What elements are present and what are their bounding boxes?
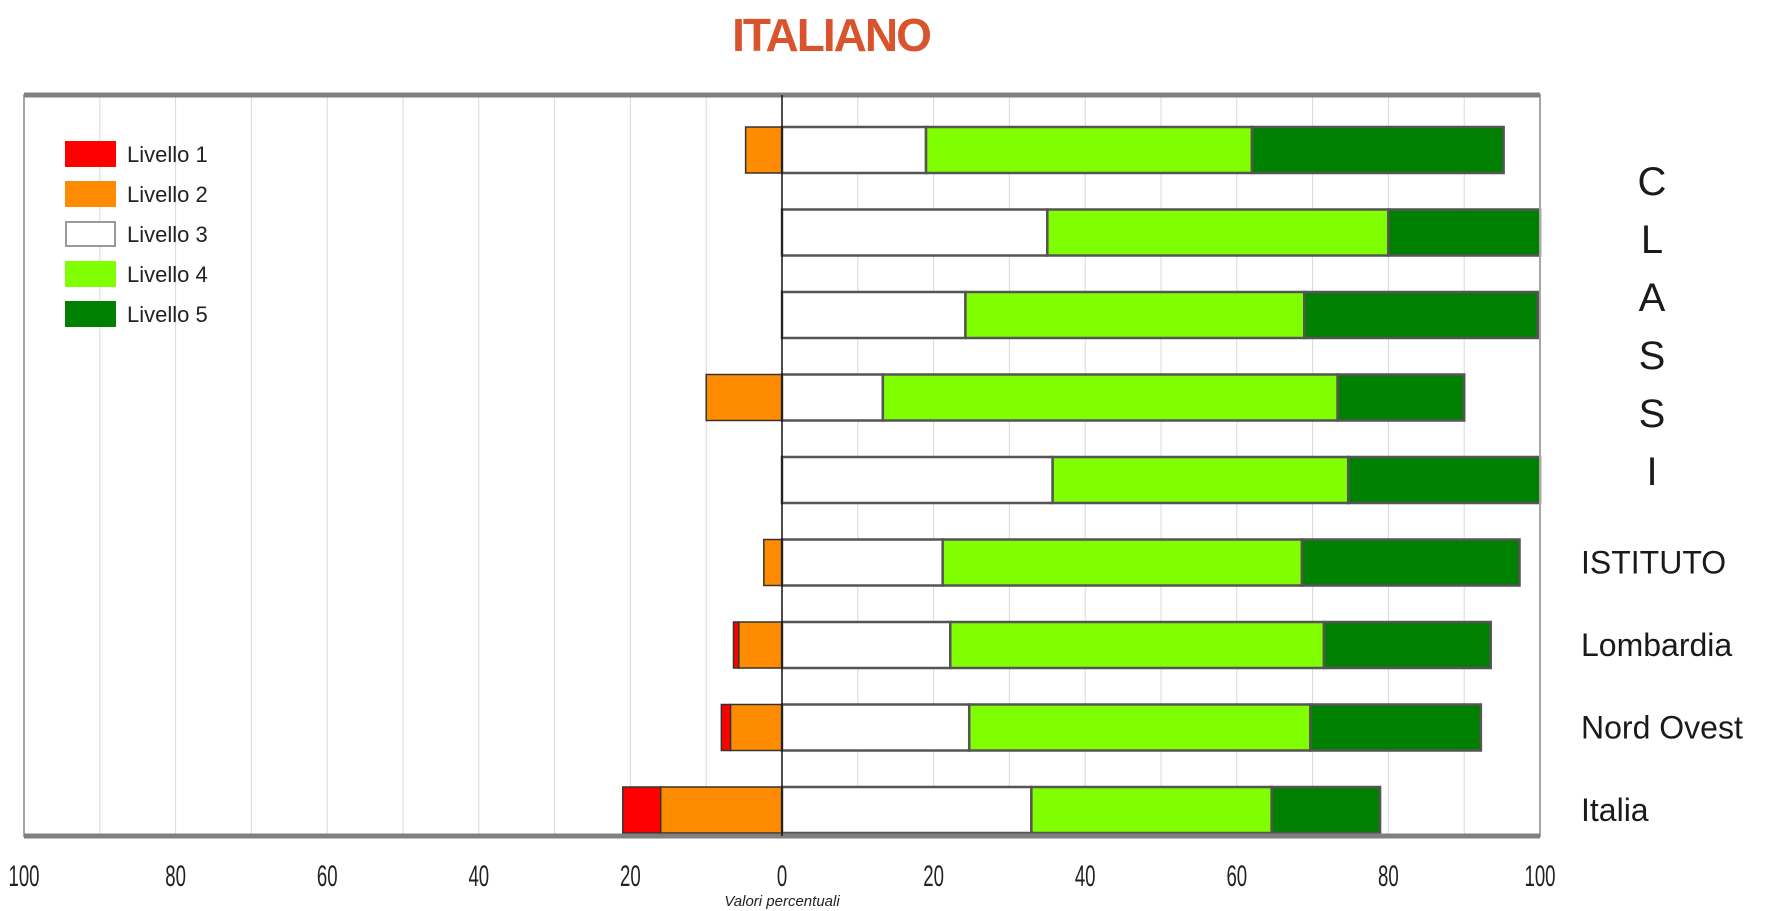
bar-segment-livello-3 xyxy=(780,373,885,422)
x-tick-label: 40 xyxy=(468,860,489,894)
bar-segment-livello-1 xyxy=(622,786,662,834)
category-label: Lombardia xyxy=(1581,627,1732,663)
bar-segment-livello-2 xyxy=(659,786,783,834)
bar-segment-livello-5 xyxy=(1322,620,1492,670)
legend-swatch xyxy=(65,181,116,207)
bar-segment-livello-4 xyxy=(964,290,1306,340)
x-tick-label: 80 xyxy=(1378,860,1399,894)
bar-segment-livello-4 xyxy=(1051,455,1350,505)
legend-label: Livello 2 xyxy=(127,182,208,207)
bar-segment-livello-4 xyxy=(941,538,1304,587)
bar-segment-livello-5 xyxy=(1250,125,1505,175)
plot-frame xyxy=(23,92,1541,839)
legend-label: Livello 3 xyxy=(127,222,208,247)
legend-swatch xyxy=(65,261,116,287)
bar-segment-livello-3 xyxy=(780,208,1049,257)
group-label-letter: L xyxy=(1641,218,1663,262)
category-label: Nord Ovest xyxy=(1581,710,1743,746)
bar-segment-livello-2 xyxy=(738,621,783,669)
x-tick-label: 0 xyxy=(777,860,787,894)
x-tick-label: 60 xyxy=(1226,860,1247,894)
bar-segment-livello-5 xyxy=(1309,703,1483,752)
legend-swatch xyxy=(65,221,116,247)
x-tick-label: 20 xyxy=(923,860,944,894)
chart-title: ITALIANO xyxy=(732,9,932,61)
bar-segment-livello-4 xyxy=(924,125,1254,175)
bar-segment-livello-2 xyxy=(744,126,783,174)
x-tick-label: 40 xyxy=(1075,860,1096,894)
bar-segment-livello-5 xyxy=(1336,373,1466,422)
bar-segment-livello-2 xyxy=(763,538,783,587)
group-label-letter: I xyxy=(1646,450,1657,494)
bar-segment-livello-4 xyxy=(967,703,1312,752)
bar-segment-livello-5 xyxy=(1346,455,1542,505)
category-labels: ISTITUTO Lombardia Nord Ovest Italia xyxy=(1581,545,1743,829)
bar-segment-livello-5 xyxy=(1303,290,1539,340)
bar-segment-livello-4 xyxy=(881,373,1339,422)
bar-segment-livello-3 xyxy=(780,703,971,752)
bar-segment-livello-3 xyxy=(780,125,928,175)
x-tick-label: 100 xyxy=(8,860,39,894)
bar-segment-livello-2 xyxy=(729,703,783,752)
bar-segment-livello-1 xyxy=(720,703,732,752)
legend-swatch xyxy=(65,301,116,327)
x-tick-label: 100 xyxy=(1524,860,1555,894)
bar-segment-livello-4 xyxy=(1046,208,1390,257)
legend: Livello 1 Livello 2 Livello 3 Livello 4 Live… xyxy=(65,141,208,327)
legend-label: Livello 5 xyxy=(127,302,208,327)
legend-label: Livello 1 xyxy=(127,142,208,167)
bar-segment-livello-3 xyxy=(780,620,952,670)
category-label: ISTITUTO xyxy=(1581,545,1726,581)
bar-segment-livello-3 xyxy=(780,290,967,340)
bar-segment-livello-3 xyxy=(780,455,1054,505)
x-tick-label: 20 xyxy=(620,860,641,894)
bar-segment-livello-5 xyxy=(1270,785,1382,835)
legend-label: Livello 4 xyxy=(127,262,208,287)
x-tick-label: 80 xyxy=(165,860,186,894)
legend-swatch xyxy=(65,141,116,167)
bar-segment-livello-3 xyxy=(780,785,1033,835)
x-tick-labels: 100 80 60 40 20 0 20 40 60 80 100 xyxy=(8,860,1555,894)
group-label-letter: S xyxy=(1639,334,1666,378)
bar-segment-livello-4 xyxy=(949,620,1326,670)
bar-segment-livello-5 xyxy=(1300,538,1521,587)
bar-segment-livello-5 xyxy=(1387,208,1542,257)
bar-segment-livello-3 xyxy=(780,538,944,587)
bars xyxy=(622,125,1542,835)
group-label-letter: A xyxy=(1639,276,1666,320)
x-tick-label: 60 xyxy=(317,860,338,894)
x-axis-label: Valori percentuali xyxy=(724,893,840,910)
bar-segment-livello-1 xyxy=(732,621,740,669)
group-label-letter: C xyxy=(1638,160,1667,204)
group-label-letter: S xyxy=(1639,392,1666,436)
category-label: Italia xyxy=(1581,792,1649,828)
bar-segment-livello-2 xyxy=(705,373,783,422)
bar-segment-livello-4 xyxy=(1030,785,1273,835)
